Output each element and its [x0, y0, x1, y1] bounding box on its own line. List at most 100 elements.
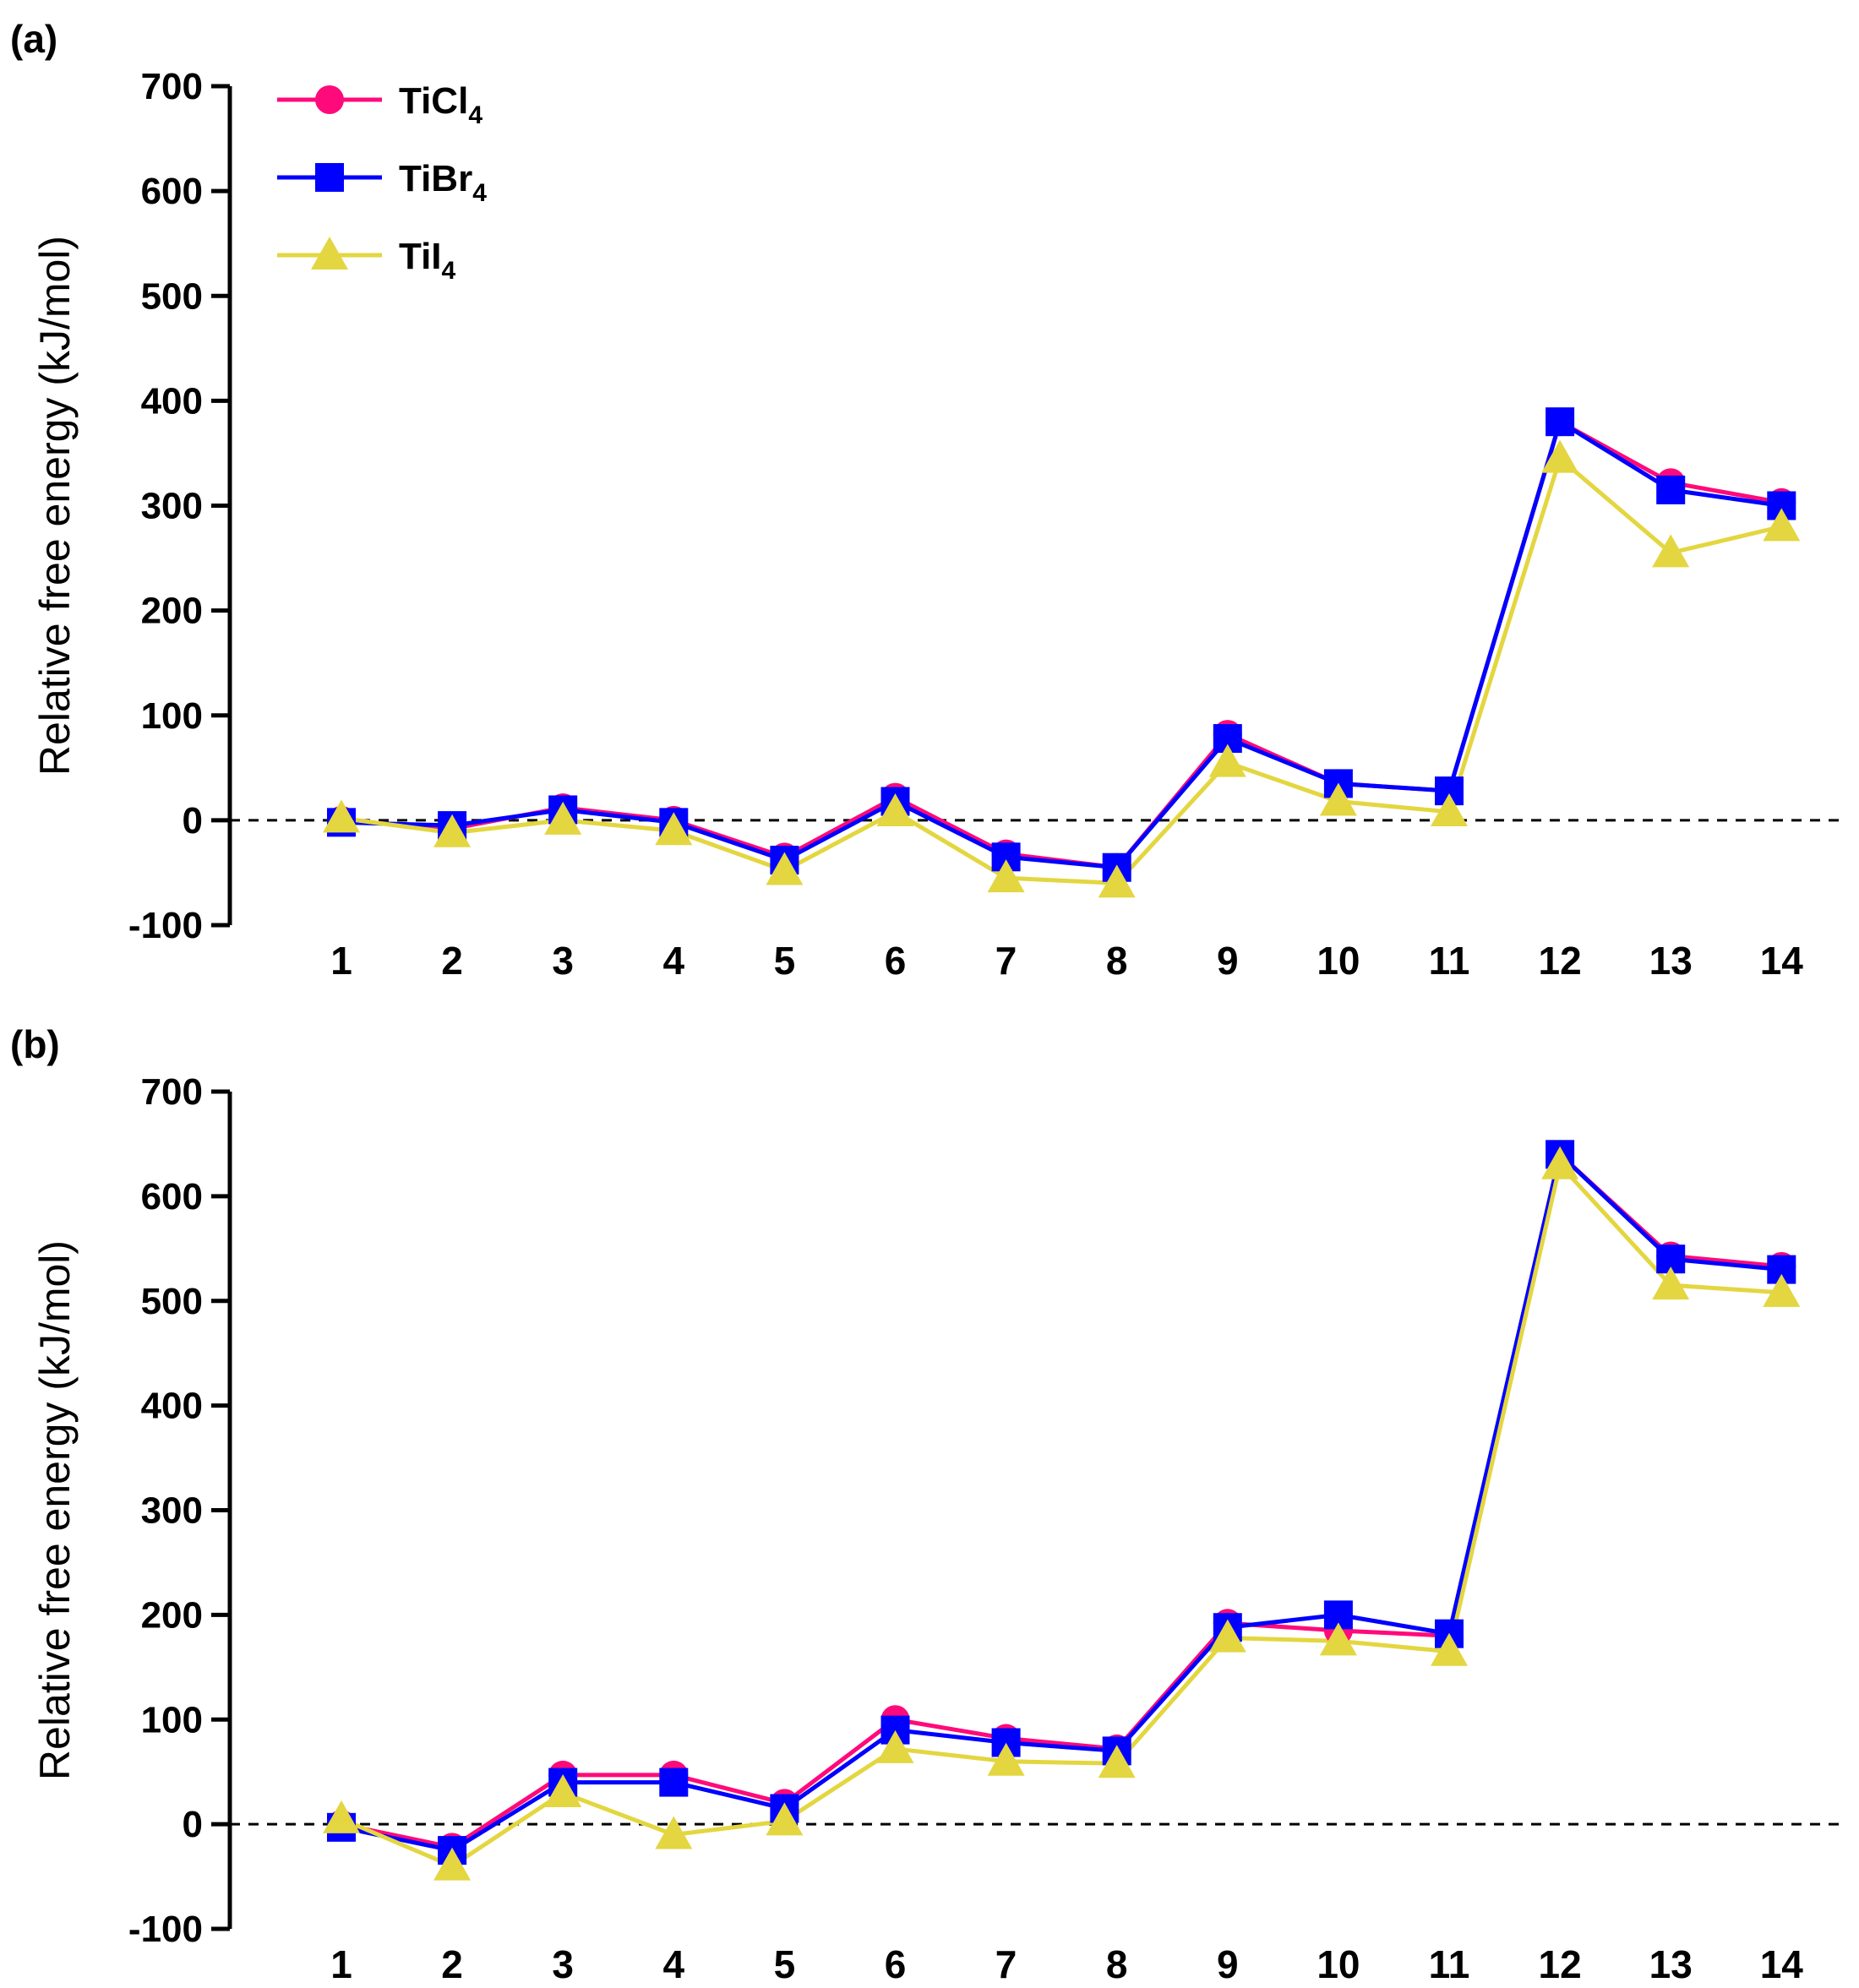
- x-tick-label: 14: [1760, 1942, 1804, 1986]
- x-tick-label: 12: [1539, 1942, 1582, 1986]
- x-tick-label: 4: [663, 939, 685, 983]
- y-tick-label: 0: [183, 800, 203, 841]
- data-point-TiI4: [876, 792, 914, 826]
- data-point-TiI4: [1208, 1619, 1246, 1653]
- data-point-TiI4: [1541, 1146, 1579, 1179]
- y-tick-label: 400: [141, 380, 203, 422]
- x-tick-label: 3: [552, 939, 574, 983]
- series-line-TiI4: [341, 456, 1782, 885]
- y-tick-label: 600: [141, 171, 203, 212]
- y-tick-label: 100: [141, 695, 203, 737]
- data-point-TiI4: [1319, 782, 1357, 816]
- y-tick-label: 700: [141, 66, 203, 107]
- y-tick-label: 0: [183, 1804, 203, 1845]
- x-tick-label: 14: [1760, 939, 1804, 983]
- data-point-TiI4: [766, 852, 804, 885]
- legend-label-base: TiCl: [399, 80, 468, 122]
- data-point-TiI4: [1652, 1266, 1690, 1300]
- data-point-TiI4: [987, 859, 1025, 893]
- data-point-TiI4: [544, 801, 582, 835]
- x-tick-label: 12: [1539, 939, 1582, 983]
- legend-item: TiCl4: [277, 80, 482, 129]
- panel-label: (b): [10, 1022, 60, 1066]
- panel-b: (b) -100 0 100 200 300 400 500 600 700 Relative fr…: [10, 1022, 1842, 1986]
- data-point-TiI4: [433, 814, 472, 847]
- data-point-TiBr4: [659, 1767, 689, 1797]
- x-tick-label: 11: [1429, 1942, 1470, 1986]
- legend-label-base: TiI: [399, 236, 442, 277]
- legend-item: TiI4: [277, 236, 456, 285]
- series-line-TiCl4: [341, 1152, 1782, 1849]
- series-line-TiBr4: [341, 419, 1782, 870]
- data-point-TiI4: [1431, 792, 1468, 826]
- y-tick-label: 400: [141, 1386, 203, 1427]
- x-tick-label: 8: [1106, 1942, 1128, 1986]
- x-tick-label: 13: [1649, 939, 1693, 983]
- legend-swatch-marker: [315, 85, 344, 114]
- y-axis-title: Relative free energy (kJ/mol): [31, 236, 79, 776]
- data-point-TiI4: [1098, 864, 1136, 898]
- x-tick-label: 6: [885, 939, 907, 983]
- y-tick-label: 200: [141, 591, 203, 632]
- x-tick-label: 1: [330, 939, 352, 983]
- data-point-TiI4: [1763, 1273, 1801, 1307]
- x-tick-label: 10: [1317, 1942, 1360, 1986]
- y-tick-label: 500: [141, 275, 203, 317]
- y-axis-title: Relative free energy (kJ/mol): [31, 1240, 79, 1780]
- x-tick-label: 5: [774, 939, 796, 983]
- y-tick-label: 500: [141, 1281, 203, 1322]
- x-tick-label: 1: [330, 1942, 352, 1986]
- data-point-TiI4: [766, 1802, 804, 1836]
- panel-a: (a) -100 0 100 200 300 400 500 600 700 Relative fr…: [10, 17, 1842, 983]
- x-tick-label: 4: [663, 1942, 685, 1986]
- data-point-TiBr4: [1656, 475, 1686, 504]
- series-line-TiI4: [341, 1163, 1782, 1869]
- data-point-TiI4: [876, 1729, 914, 1763]
- x-tick-label: 3: [552, 1942, 574, 1986]
- y-tick-label: 700: [141, 1071, 203, 1113]
- legend-label: TiCl4: [399, 80, 482, 129]
- data-point-TiI4: [1652, 534, 1690, 568]
- x-tick-label: 7: [995, 939, 1017, 983]
- x-tick-label: 9: [1217, 939, 1239, 983]
- data-point-TiI4: [323, 1800, 360, 1833]
- x-tick-label: 11: [1429, 939, 1470, 983]
- legend-swatch-marker: [315, 163, 344, 192]
- y-tick-label: 600: [141, 1176, 203, 1217]
- data-point-TiI4: [433, 1847, 472, 1881]
- x-tick-label: 2: [441, 939, 463, 983]
- y-tick-label: 100: [141, 1699, 203, 1740]
- data-point-TiI4: [1208, 743, 1246, 777]
- data-point-TiBr4: [1546, 407, 1575, 437]
- data-point-TiI4: [1098, 1745, 1136, 1778]
- x-tick-label: 7: [995, 1942, 1017, 1986]
- legend-label-subscript: 4: [468, 101, 482, 129]
- data-point-TiI4: [1541, 439, 1579, 473]
- legend-label-subscript: 4: [442, 257, 456, 285]
- data-point-TiI4: [1431, 1632, 1468, 1666]
- legend-swatch-marker: [311, 237, 348, 270]
- y-tick-label: 200: [141, 1594, 203, 1636]
- x-tick-label: 9: [1217, 1942, 1239, 1986]
- x-tick-label: 13: [1649, 1942, 1693, 1986]
- x-tick-label: 10: [1317, 939, 1360, 983]
- legend-item: TiBr4: [277, 158, 487, 207]
- panel-label: (a): [10, 17, 57, 61]
- data-point-TiI4: [1319, 1622, 1357, 1656]
- x-tick-label: 8: [1106, 939, 1128, 983]
- legend-label-subscript: 4: [472, 179, 487, 207]
- legend-label-base: TiBr: [399, 158, 472, 199]
- y-tick-label: 300: [141, 486, 203, 527]
- data-point-TiI4: [987, 1742, 1025, 1776]
- data-point-TiI4: [655, 812, 693, 846]
- data-point-TiI4: [544, 1773, 582, 1807]
- data-point-TiI4: [323, 799, 360, 833]
- data-point-TiI4: [655, 1816, 693, 1849]
- x-tick-label: 2: [441, 1942, 463, 1986]
- data-point-TiI4: [1763, 508, 1801, 542]
- series-line-TiBr4: [341, 1152, 1782, 1853]
- x-tick-label: 6: [885, 1942, 907, 1986]
- legend-label: TiI4: [399, 236, 456, 285]
